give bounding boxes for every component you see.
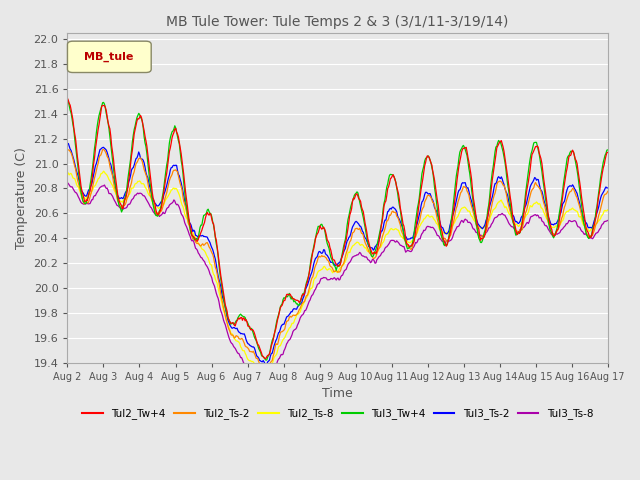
X-axis label: Time: Time — [322, 387, 353, 400]
FancyBboxPatch shape — [67, 41, 151, 72]
Legend: Tul2_Tw+4, Tul2_Ts-2, Tul2_Ts-8, Tul3_Tw+4, Tul3_Ts-2, Tul3_Ts-8: Tul2_Tw+4, Tul2_Ts-2, Tul2_Ts-8, Tul3_Tw… — [77, 404, 598, 423]
Y-axis label: Temperature (C): Temperature (C) — [15, 147, 28, 249]
Text: MB_tule: MB_tule — [84, 51, 134, 62]
Title: MB Tule Tower: Tule Temps 2 & 3 (3/1/11-3/19/14): MB Tule Tower: Tule Temps 2 & 3 (3/1/11-… — [166, 15, 509, 29]
